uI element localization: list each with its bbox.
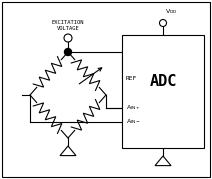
Circle shape [159, 20, 166, 26]
Text: EXCITATION
VOLTAGE: EXCITATION VOLTAGE [52, 20, 84, 31]
Text: $\mathregular{A_{IN-}}$: $\mathregular{A_{IN-}}$ [126, 118, 141, 126]
Text: ADC: ADC [149, 74, 177, 89]
Circle shape [64, 34, 72, 42]
Text: $\mathregular{A_{IN+}}$: $\mathregular{A_{IN+}}$ [126, 103, 141, 112]
Circle shape [64, 49, 71, 55]
Text: REF: REF [126, 76, 137, 81]
Text: $\mathregular{V_{DD}}$: $\mathregular{V_{DD}}$ [165, 7, 178, 16]
Bar [122, 35, 204, 148]
